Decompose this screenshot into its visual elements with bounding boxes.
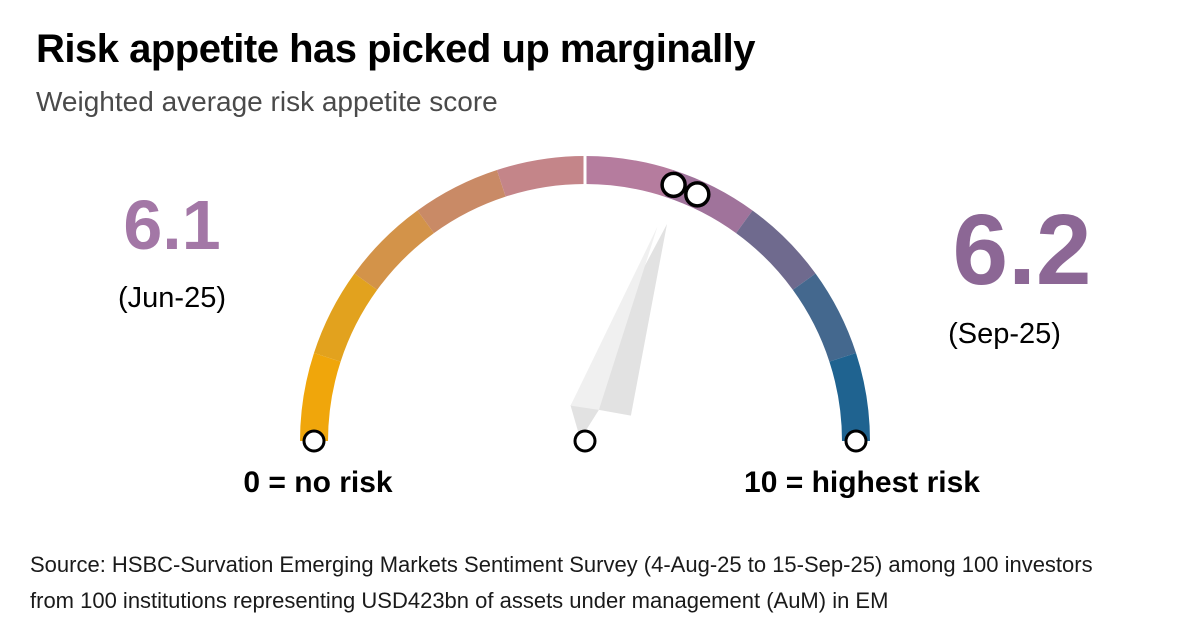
chart-subtitle: Weighted average risk appetite score — [36, 86, 498, 117]
gauge-end-marker-min — [302, 429, 326, 453]
gauge-segment-2 — [354, 210, 435, 291]
gauge-end-marker-max — [844, 429, 868, 453]
gauge-segment-9 — [829, 352, 870, 442]
gauge-marker-sep-25 — [684, 181, 711, 208]
gauge-segment-0 — [300, 352, 341, 442]
gauge-segment-1 — [313, 273, 378, 362]
gauge-segment-4 — [496, 156, 586, 197]
reading-sep-period: (Sep-25) — [948, 318, 1061, 350]
source-line-2: from 100 institutions representing USD42… — [30, 588, 889, 613]
gauge-segment-5 — [584, 156, 674, 197]
reading-jun25: 6.1 (Jun-25) — [92, 190, 252, 315]
gauge-segment-8 — [792, 273, 857, 362]
page-title: Risk appetite has picked up marginally — [36, 27, 756, 71]
gauge-needle-highlight — [570, 226, 658, 410]
source-line-1: Source: HSBC-Survation Emerging Markets … — [30, 552, 1093, 577]
gauge-max-label: 10 = highest risk — [744, 466, 980, 499]
gauge-min-label: 0 = no risk — [243, 466, 393, 499]
gauge-segment-3 — [417, 169, 506, 234]
gauge-segment-7 — [735, 210, 816, 291]
gauge-marker-jun-25 — [660, 171, 687, 199]
reading-jun-value: 6.1 — [123, 186, 221, 264]
reading-sep-value: 6.2 — [952, 194, 1092, 306]
reading-jun-period: (Jun-25) — [118, 282, 226, 314]
gauge-center-marker — [573, 429, 597, 453]
reading-sep25: 6.2 (Sep-25) — [932, 200, 1112, 351]
